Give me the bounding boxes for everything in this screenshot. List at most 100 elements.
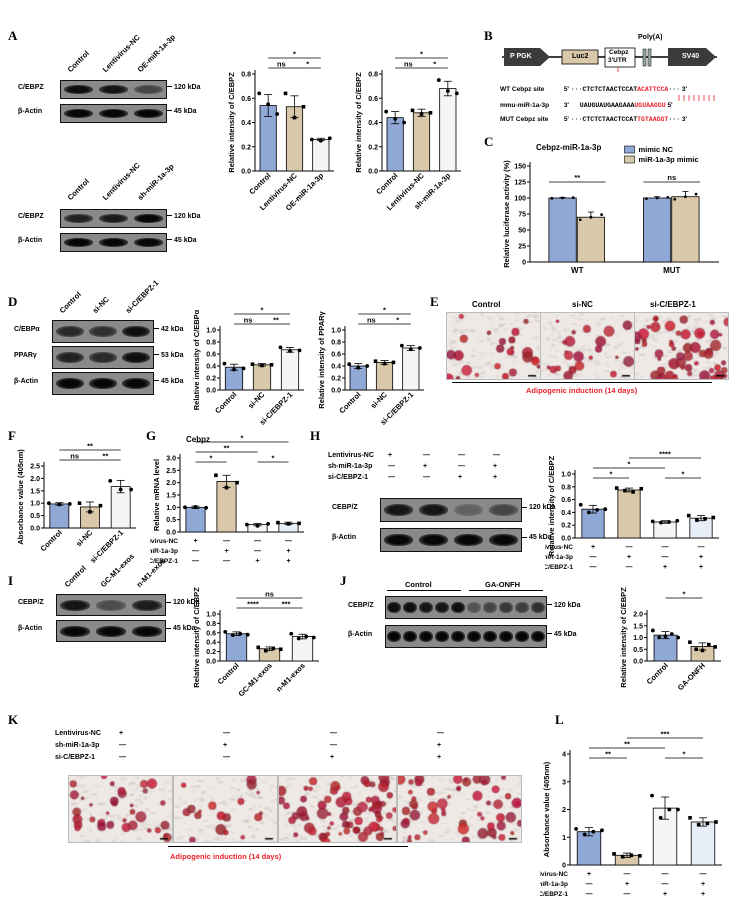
y-axis-label: Relative intensity of C/EBPZ	[192, 587, 201, 688]
y-tick-label: 0.8	[241, 72, 251, 79]
sig-label: *	[210, 454, 213, 463]
kda-marker: 120 kDa	[167, 213, 200, 220]
treatment-name: si-C/EBPZ-1	[540, 891, 568, 898]
data-point	[276, 520, 280, 525]
y-tick-label: 1.0	[166, 505, 176, 512]
group-j-control: Control	[405, 580, 432, 589]
data-point	[286, 522, 291, 526]
data-point	[711, 515, 716, 520]
treatment-sign: —	[662, 881, 669, 888]
y-tick-label: 2.0	[30, 476, 40, 483]
bar	[576, 831, 602, 866]
treatment-sign: +	[627, 554, 631, 561]
y-tick-label: 1.0	[30, 501, 40, 508]
blot-strip	[385, 596, 547, 619]
mir-seq-site: UGUAAGGU	[634, 102, 666, 109]
data-point	[620, 854, 625, 859]
data-point	[297, 348, 302, 353]
treatment-sign: +	[591, 544, 595, 551]
lane-label: Control	[57, 289, 83, 315]
treatment-name: sh-miR-1a-3p	[540, 881, 568, 888]
data-point	[591, 829, 596, 834]
blot-band	[133, 213, 164, 224]
data-point	[659, 520, 663, 525]
panel-letter-l: L	[555, 712, 564, 727]
blot-band	[419, 630, 433, 643]
blot-row-label: β-Actin	[18, 625, 43, 632]
sig-label: *	[433, 60, 436, 69]
category-label: Control	[374, 171, 399, 196]
treatment-sign: —	[698, 544, 705, 551]
category-label: n-M1-exos	[274, 661, 307, 694]
blot-strip	[380, 528, 522, 552]
treatment-sign: —	[223, 558, 230, 565]
y-tick-label: 0.0	[206, 388, 216, 395]
kda-marker: 45 kDa	[547, 631, 577, 638]
treatment-sign: —	[330, 730, 337, 737]
data-point	[373, 359, 378, 363]
utr-box	[604, 47, 636, 68]
data-point	[408, 347, 413, 352]
panel-letter-k: K	[8, 712, 19, 727]
sig-label: *	[306, 60, 309, 69]
data-point	[658, 815, 663, 820]
y-tick-label: 75	[518, 212, 526, 219]
y-axis-label: Relative intensity of C/EBPα	[192, 309, 201, 410]
data-point	[245, 632, 250, 637]
treatment-name: si-C/EBPZ-1	[545, 564, 573, 571]
lane-label: si-NC	[90, 294, 111, 315]
treatment-sign: +	[493, 463, 498, 470]
y-tick-label: 1.0	[206, 328, 216, 335]
utr-label-2: 3'UTR	[608, 57, 627, 64]
treatment-sign: —	[423, 474, 430, 481]
panel-letter-j: J	[340, 573, 347, 588]
blot-band	[95, 599, 127, 611]
sig-label: ns	[667, 173, 676, 182]
data-point	[445, 89, 450, 93]
pairing-lines	[678, 95, 715, 101]
bar	[312, 139, 330, 172]
data-point	[655, 196, 659, 200]
panel-k-images	[68, 775, 526, 860]
bar	[252, 364, 272, 391]
data-point	[384, 109, 389, 114]
data-point	[235, 480, 239, 485]
micro-e-title-3: si-C/EBPZ-1	[650, 300, 696, 309]
treatment-name: Lentivirus-NC	[545, 544, 573, 551]
panel-letter-f: F	[8, 428, 16, 443]
treatment-sign: —	[700, 871, 707, 878]
blot-band	[98, 237, 129, 248]
y-tick-label: 0.0	[206, 659, 216, 666]
category-label: GC-M1-exos	[237, 661, 274, 698]
caption-k-line	[168, 846, 408, 847]
y-tick-label: 50	[518, 228, 526, 235]
data-point	[223, 629, 228, 634]
mir-seq-name: mmu-miR-1a-3p	[500, 102, 550, 109]
y-tick-label: 100	[514, 196, 526, 203]
data-point	[222, 361, 227, 366]
ppgk-label: P PGK	[510, 53, 532, 60]
y-tick-label: 1.0	[206, 612, 216, 619]
blot-row-label: β-Actin	[18, 107, 43, 115]
polya-label: Poly(A)	[638, 34, 663, 41]
sig-label: *	[272, 454, 275, 463]
mut-seq-name: MUT Cebpz site	[500, 116, 549, 123]
treatment-name: si-C/EBPZ-1	[55, 754, 96, 761]
y-tick-label: 0	[562, 863, 566, 870]
luc2-label: Luc2	[572, 53, 589, 60]
legend-swatch	[624, 145, 635, 154]
bar	[291, 636, 314, 662]
blot-band	[55, 377, 84, 390]
data-point	[436, 78, 441, 82]
data-point	[275, 112, 280, 116]
blot-row-label: CEBP/Z	[332, 504, 358, 511]
blot-band	[453, 533, 484, 547]
data-point	[263, 648, 268, 653]
sig-label: ns	[244, 316, 253, 325]
sig-label: *	[293, 50, 296, 59]
treatment-name: Lentivirus-NC	[55, 730, 101, 737]
y-tick-label: 0.6	[206, 352, 216, 359]
treatment-sign: +	[493, 474, 498, 481]
treatment-name: Lentivirus-NC	[540, 871, 568, 878]
y-tick-label: 0.4	[368, 120, 378, 127]
